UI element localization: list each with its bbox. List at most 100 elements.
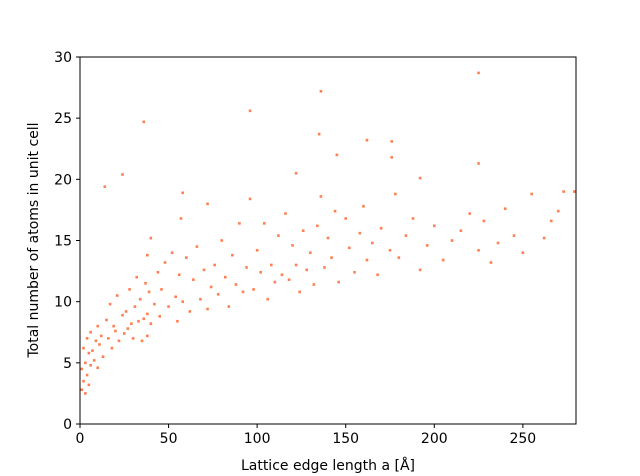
point xyxy=(144,282,147,285)
point xyxy=(114,329,117,333)
point xyxy=(138,297,142,301)
point xyxy=(255,248,259,252)
y-tick-label: 0 xyxy=(63,417,72,433)
point xyxy=(153,302,156,306)
point xyxy=(390,140,394,143)
point xyxy=(227,305,231,308)
point xyxy=(335,153,339,157)
point xyxy=(160,288,163,291)
point xyxy=(146,253,149,257)
point xyxy=(404,234,408,237)
point xyxy=(131,337,135,340)
point xyxy=(181,191,185,195)
point xyxy=(133,305,137,308)
point xyxy=(337,280,340,284)
point xyxy=(308,251,312,255)
point xyxy=(140,339,144,343)
point xyxy=(82,346,85,350)
point xyxy=(418,176,422,180)
x-tick-label: 150 xyxy=(332,431,359,447)
point xyxy=(477,162,480,165)
point xyxy=(142,317,146,321)
point xyxy=(562,190,565,193)
point xyxy=(99,334,103,338)
point xyxy=(280,273,284,277)
point xyxy=(376,273,379,277)
point xyxy=(284,212,287,215)
point xyxy=(390,156,394,159)
y-tick-label: 20 xyxy=(54,172,72,188)
point xyxy=(220,239,224,242)
point xyxy=(316,224,319,228)
point xyxy=(130,322,133,325)
point xyxy=(206,307,209,311)
point xyxy=(312,283,316,286)
point xyxy=(530,192,534,196)
point xyxy=(87,383,91,387)
point xyxy=(103,185,107,188)
point xyxy=(181,300,185,303)
point xyxy=(248,197,252,201)
point xyxy=(202,268,206,272)
point xyxy=(319,195,323,198)
point xyxy=(177,273,181,277)
y-tick-label: 10 xyxy=(54,295,72,311)
point xyxy=(477,248,480,252)
point xyxy=(411,217,415,220)
point xyxy=(128,288,131,291)
point xyxy=(85,373,89,377)
point xyxy=(124,310,128,313)
point xyxy=(323,266,326,269)
point xyxy=(441,258,445,262)
point xyxy=(149,236,153,240)
point xyxy=(231,253,234,257)
point xyxy=(112,324,115,328)
point xyxy=(450,239,454,242)
point xyxy=(489,261,493,264)
point xyxy=(262,222,266,225)
point xyxy=(92,359,96,362)
x-axis-label: Lattice edge length a [Å] xyxy=(241,457,415,474)
point xyxy=(110,346,114,350)
point xyxy=(379,226,383,230)
point xyxy=(270,263,273,267)
point xyxy=(89,363,92,367)
point xyxy=(126,327,130,330)
point xyxy=(418,268,422,272)
point xyxy=(121,173,124,176)
point xyxy=(362,204,365,208)
point xyxy=(521,251,525,255)
point xyxy=(87,351,91,355)
point xyxy=(549,219,553,223)
point xyxy=(192,278,195,281)
point xyxy=(294,171,298,175)
point xyxy=(353,271,356,274)
x-tick-label: 200 xyxy=(421,431,448,447)
point xyxy=(206,202,209,206)
point xyxy=(188,310,192,313)
point xyxy=(213,263,216,267)
point xyxy=(365,138,369,142)
point xyxy=(94,339,98,343)
point xyxy=(344,217,348,220)
point xyxy=(305,268,309,272)
plot-frame xyxy=(79,56,577,425)
point xyxy=(468,212,472,215)
point xyxy=(167,305,170,308)
point xyxy=(80,367,84,371)
y-tick-label: 30 xyxy=(54,50,72,66)
y-tick-label: 15 xyxy=(54,234,72,250)
point xyxy=(252,288,255,291)
point xyxy=(146,312,149,316)
x-tick-label: 50 xyxy=(160,431,178,447)
y-axis-label: Total number of atoms in unit cell xyxy=(26,122,42,358)
point xyxy=(298,290,301,294)
point xyxy=(496,241,500,245)
point xyxy=(107,337,110,340)
point xyxy=(291,244,294,247)
point xyxy=(158,315,162,318)
point xyxy=(294,263,298,267)
point xyxy=(142,120,146,124)
x-tick-label: 0 xyxy=(76,431,85,447)
